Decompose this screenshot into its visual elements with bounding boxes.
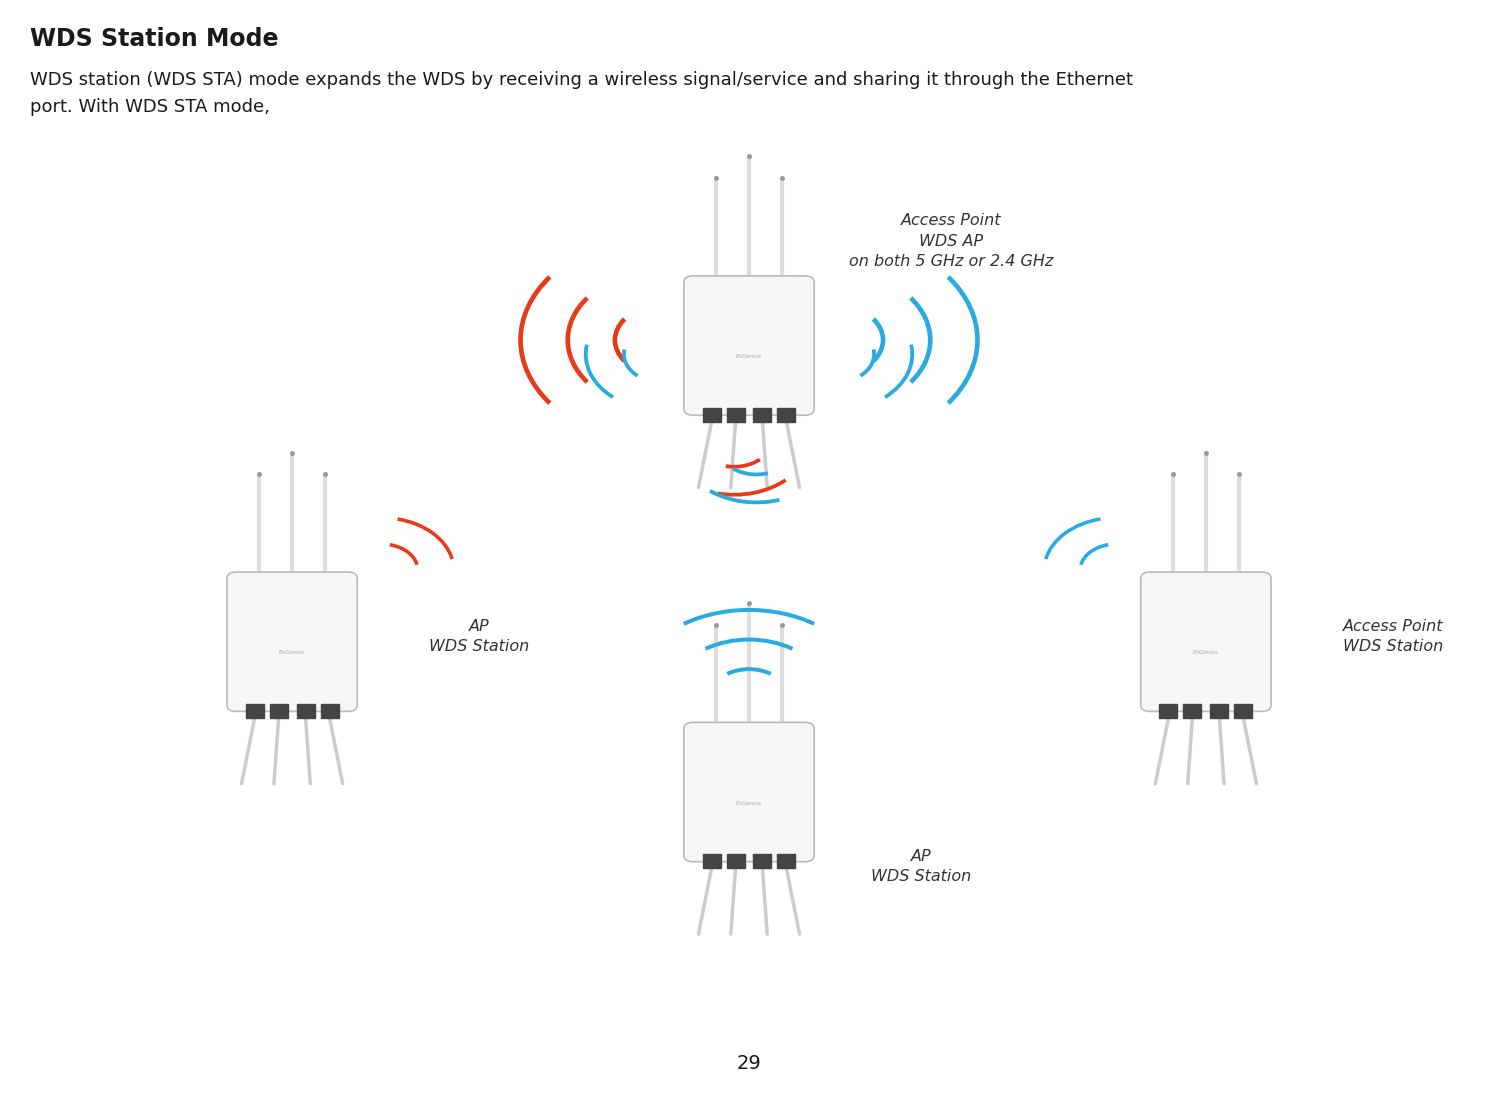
FancyBboxPatch shape: [1141, 573, 1270, 712]
Text: 29: 29: [737, 1054, 761, 1073]
Text: WDS Station Mode: WDS Station Mode: [30, 27, 279, 52]
FancyBboxPatch shape: [683, 722, 815, 862]
Text: EnGenius: EnGenius: [279, 651, 306, 655]
Bar: [753, 853, 771, 869]
Bar: [777, 853, 795, 869]
Text: EnGenius: EnGenius: [1192, 651, 1219, 655]
Text: EnGenius: EnGenius: [736, 801, 762, 805]
Bar: [1183, 704, 1201, 719]
Bar: [1210, 704, 1228, 719]
Bar: [1159, 704, 1177, 719]
FancyBboxPatch shape: [228, 573, 357, 712]
FancyBboxPatch shape: [683, 275, 815, 415]
Text: Access Point
WDS Station: Access Point WDS Station: [1342, 619, 1444, 654]
Bar: [246, 704, 264, 719]
Bar: [753, 407, 771, 421]
Bar: [727, 407, 745, 421]
Bar: [703, 853, 721, 869]
Text: Access Point
WDS AP
on both 5 GHz or 2.4 GHz: Access Point WDS AP on both 5 GHz or 2.4…: [849, 214, 1053, 269]
Text: WDS station (WDS STA) mode expands the WDS by receiving a wireless signal/servic: WDS station (WDS STA) mode expands the W…: [30, 71, 1132, 115]
Text: AP
WDS Station: AP WDS Station: [430, 619, 529, 654]
Bar: [270, 704, 288, 719]
Bar: [703, 407, 721, 421]
Bar: [297, 704, 315, 719]
Bar: [777, 407, 795, 421]
Text: AP
WDS Station: AP WDS Station: [872, 849, 971, 884]
Bar: [321, 704, 339, 719]
Bar: [1234, 704, 1252, 719]
Bar: [727, 853, 745, 869]
Text: EnGenius: EnGenius: [736, 354, 762, 359]
